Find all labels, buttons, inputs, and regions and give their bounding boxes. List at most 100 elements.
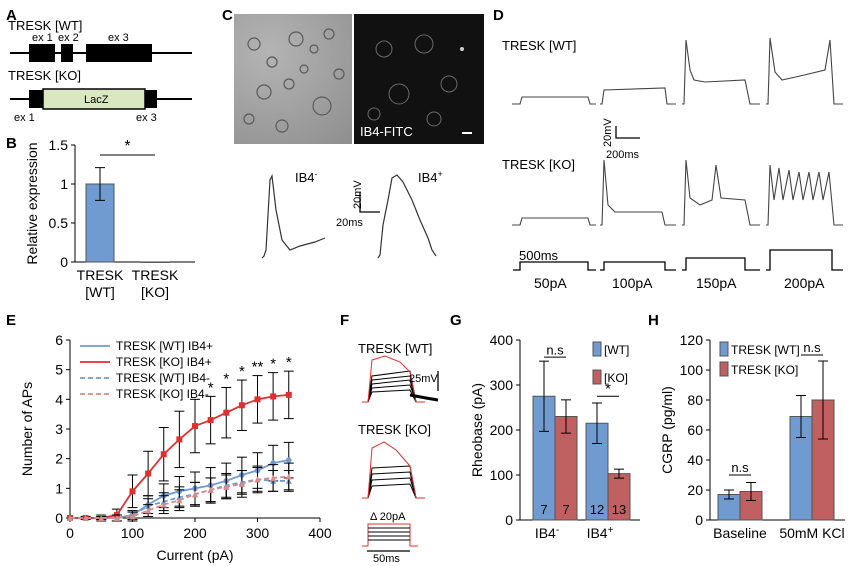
e-point <box>223 483 230 490</box>
exon-label-wt-2: ex 2 <box>58 32 79 44</box>
panel-label-f: F <box>340 312 349 329</box>
c-scale-bar <box>359 192 380 213</box>
h-ytick-label: 20 <box>687 482 703 498</box>
ib4-fluorescence-micrograph: IB4-FITC <box>354 14 484 144</box>
chart-e-ap-count: 0 1 2 3 4 5 6 Number of APs 0 100 200 300 400 Current… <box>19 332 332 563</box>
gene-wt-title: TRESK [WT] <box>8 18 82 33</box>
e-xtick-label: 200 <box>183 525 207 541</box>
e-point <box>207 486 214 493</box>
d-step-duration: 500ms <box>519 248 559 263</box>
e-xlabel: Current (pA) <box>156 547 233 563</box>
b-ylabel: Relative expression <box>24 142 40 264</box>
d-step-100pa: 100pA <box>612 275 653 291</box>
e-point <box>176 436 183 443</box>
h-ytick-label: 0 <box>695 512 703 528</box>
h-legend-label: TRESK [WT] <box>731 343 800 357</box>
gene-ko-title: TRESK [KO] <box>8 68 81 83</box>
g-legend-label: [KO] <box>604 371 628 385</box>
h-legend-swatch <box>719 361 729 377</box>
g-ytick-label: 200 <box>490 422 514 438</box>
e-point <box>98 515 105 521</box>
panel-label-d: D <box>493 7 504 24</box>
e-point <box>67 515 73 521</box>
e-point <box>129 513 136 520</box>
g-sig-label: n.s <box>546 342 564 357</box>
f-wt-title: TRESK [WT] <box>358 341 432 356</box>
exon-label-ko-3: ex 3 <box>136 112 157 124</box>
d-step-200pa: 200pA <box>784 275 825 291</box>
b-category-label: [WT] <box>85 284 115 300</box>
g-ytick-label: 0 <box>505 512 513 528</box>
e-point <box>129 488 136 495</box>
f-wt-traces <box>362 355 439 403</box>
d-ko-title: TRESK [KO] <box>502 157 575 172</box>
f-delta-label: Δ 20pA <box>370 511 406 523</box>
e-point <box>270 474 277 481</box>
e-point <box>192 491 198 498</box>
d-step-protocol <box>513 249 843 271</box>
ib4-pos-label: IB4+ <box>418 169 443 185</box>
d-wt-traces <box>512 37 843 105</box>
e-point <box>160 501 167 508</box>
chart-h-cgrp: 0 20 40 60 80 100 120 CGRP (pg/ml) TRESK [WT] TRE… <box>659 332 845 541</box>
f-duration-label: 50ms <box>373 553 400 565</box>
d-scale-ms: 200ms <box>606 149 640 161</box>
g-n-label: 12 <box>590 502 604 517</box>
b-ytick-label: 1 <box>60 176 68 192</box>
ib4-neg-ap-trace <box>261 173 326 259</box>
panel-label-g: G <box>450 312 462 329</box>
e-point <box>145 507 152 514</box>
h-category-label: 50mM KCl <box>779 525 844 541</box>
e-sig-label: ** <box>252 359 264 376</box>
d-step-150pa: 150pA <box>696 275 737 291</box>
h-ytick-label: 60 <box>687 422 703 438</box>
c-scale-mv: 20mV <box>352 180 364 209</box>
b-ytick-label: 0 <box>60 254 68 270</box>
e-legend-label: TRESK [KO] IB4+ <box>116 355 212 369</box>
e-legend-label: TRESK [WT] IB4+ <box>116 339 213 353</box>
e-ytick-label: 3 <box>55 421 63 437</box>
e-sig-label: * <box>270 356 276 373</box>
exon-1-block <box>29 44 55 62</box>
exon-3-block <box>86 44 152 62</box>
exon-2-block <box>61 44 73 62</box>
ib4-neg-label: IB4- <box>295 169 318 185</box>
g-n-label: 13 <box>612 502 626 517</box>
c-scale-ms: 20ms <box>336 217 363 229</box>
panel-label-c: C <box>222 7 233 24</box>
e-point <box>113 515 120 521</box>
h-category-label: Baseline <box>713 525 767 541</box>
e-point <box>176 497 183 504</box>
e-sig-label: * <box>223 370 229 387</box>
e-legend-label: TRESK [WT] IB4- <box>116 371 210 385</box>
e-point <box>160 451 167 458</box>
stain-label: IB4-FITC <box>360 124 413 139</box>
e-ytick-label: 2 <box>55 451 63 467</box>
g-legend-swatch <box>592 341 602 357</box>
g-category-label: IB4- <box>535 525 559 541</box>
b-ytick-label: 0.5 <box>49 215 69 231</box>
d-scale-mv: 20mV <box>602 118 614 147</box>
b-category-label: TRESK <box>132 267 179 283</box>
b-category-label: TRESK <box>77 267 124 283</box>
b-bar <box>140 261 170 263</box>
e-ylabel: Number of APs <box>19 382 35 476</box>
g-ytick-label: 100 <box>490 467 514 483</box>
g-sig-label: * <box>605 381 611 398</box>
e-ytick-label: 6 <box>55 332 63 348</box>
h-ytick-label: 100 <box>680 362 704 378</box>
g-n-label: 7 <box>540 502 547 517</box>
f-ko-title: TRESK [KO] <box>358 422 431 437</box>
f-ko-traces <box>362 441 425 499</box>
g-ylabel: Rheobase (pA) <box>469 383 485 477</box>
e-point <box>238 480 245 487</box>
e-point <box>285 457 292 463</box>
e-ytick-label: 5 <box>55 362 63 378</box>
e-point <box>82 515 89 521</box>
d-scale-bar <box>615 126 640 139</box>
e-sig-label: * <box>239 363 245 380</box>
e-point <box>270 393 277 400</box>
exon-label-wt-3: ex 3 <box>108 32 129 44</box>
g-ytick-label: 300 <box>490 377 514 393</box>
b-category-label: [KO] <box>141 284 169 300</box>
